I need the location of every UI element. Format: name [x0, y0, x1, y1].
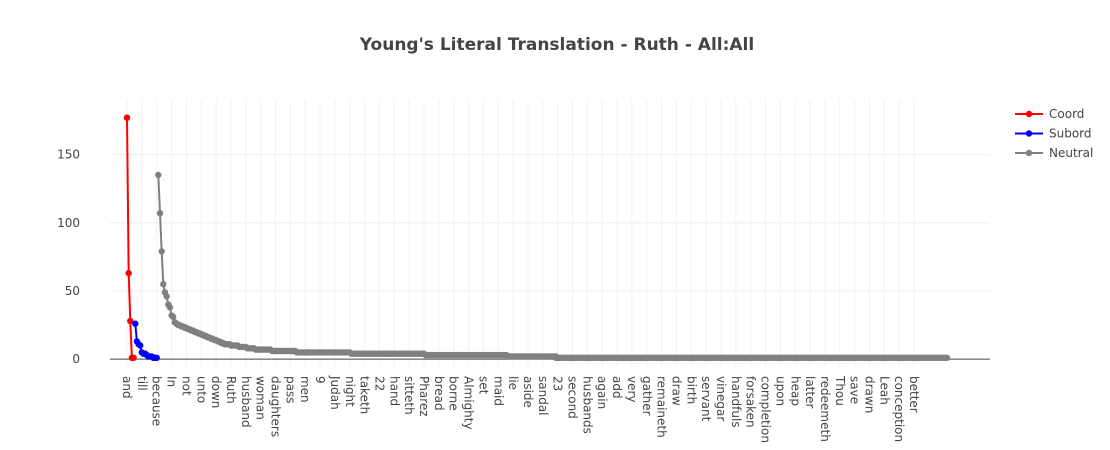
plot-area: [123, 114, 951, 361]
y-tick-label: 0: [72, 352, 80, 366]
x-tick-label: set: [476, 376, 490, 395]
x-tick-label: taketh: [358, 376, 372, 414]
x-tick-label: gather: [640, 376, 654, 416]
x-tick-label: because: [150, 376, 164, 426]
chart-title: Young's Literal Translation - Ruth - All…: [359, 35, 754, 55]
x-tick-label: Almighty: [462, 376, 476, 430]
y-axis-ticks: 0 50 100 150: [57, 148, 80, 367]
x-tick-label: again: [595, 376, 609, 409]
data-point-coord: [127, 317, 134, 325]
y-tick-label: 50: [65, 284, 80, 298]
data-point-neutral: [158, 248, 165, 255]
data-point-neutral: [166, 304, 174, 311]
x-tick-label: drawn: [863, 376, 877, 413]
legend-label-coord: Coord: [1049, 107, 1084, 121]
x-tick-label: handfuls: [729, 376, 743, 428]
data-point-neutral: [155, 171, 162, 179]
x-tick-label: night: [343, 376, 357, 407]
x-tick-label: down: [209, 376, 223, 408]
legend-marker-neutral: [1025, 149, 1033, 157]
data-point-subord: [137, 342, 144, 349]
x-tick-label: Ruth: [224, 376, 238, 404]
x-tick-label: husband: [239, 376, 253, 428]
x-tick-label: and: [120, 376, 134, 399]
x-axis-ticks: and till because In not unto down Ruth husband wo…: [120, 375, 921, 443]
x-tick-label: very: [625, 376, 639, 403]
x-tick-label: lie: [506, 376, 520, 390]
x-tick-label: woman: [254, 376, 268, 420]
x-tick-label: aside: [521, 376, 535, 408]
x-tick-label: hand: [387, 376, 401, 406]
x-tick-label: 22: [372, 376, 386, 391]
x-tick-label: remaineth: [655, 376, 669, 438]
data-point-neutral: [163, 293, 170, 300]
series-line-neutral: [157, 174, 947, 359]
legend-marker-coord: [1025, 110, 1033, 118]
legend-item-neutral[interactable]: Neutral: [1015, 146, 1093, 160]
x-tick-label: unto: [194, 376, 208, 403]
data-point-neutral: [160, 281, 167, 288]
x-tick-label: add: [610, 376, 624, 399]
x-tick-label: men: [298, 376, 312, 403]
chart-grid: [110, 100, 990, 366]
x-tick-label: Pharez: [417, 376, 431, 417]
x-tick-label: bread: [432, 376, 446, 411]
x-tick-label: Thou: [833, 375, 847, 406]
legend-item-coord[interactable]: Coord: [1015, 107, 1084, 121]
x-tick-label: servant: [699, 376, 713, 422]
x-tick-label: birth: [684, 376, 698, 404]
x-tick-label: upon: [773, 376, 787, 406]
data-point-coord: [123, 114, 131, 121]
x-tick-label: 23: [551, 376, 565, 391]
data-point-neutral: [156, 210, 164, 217]
legend-item-subord[interactable]: Subord: [1015, 127, 1092, 141]
x-tick-label: heap: [788, 376, 802, 406]
x-tick-label: 9: [313, 376, 327, 384]
x-tick-label: sandal: [536, 376, 550, 416]
x-tick-label: In: [165, 376, 179, 387]
x-tick-label: second: [566, 376, 580, 419]
x-tick-label: completion: [759, 376, 773, 443]
legend-label-neutral: Neutral: [1049, 146, 1093, 160]
x-tick-label: better: [907, 376, 921, 413]
x-tick-label: save: [848, 376, 862, 404]
x-tick-label: Judah: [328, 375, 342, 410]
y-tick-label: 150: [57, 148, 80, 162]
x-tick-label: till: [135, 376, 149, 391]
data-point-coord: [130, 354, 137, 361]
data-point-neutral: [943, 354, 951, 361]
data-point-subord: [132, 320, 139, 327]
legend[interactable]: Coord Subord Neutral: [1015, 107, 1093, 160]
y-tick-label: 100: [57, 216, 80, 230]
x-tick-label: vinegar: [714, 376, 728, 421]
x-tick-label: maid: [491, 376, 505, 406]
x-tick-label: not: [179, 376, 193, 396]
legend-marker-subord: [1025, 130, 1033, 137]
x-tick-label: latter: [803, 376, 817, 408]
data-point-coord: [125, 270, 132, 277]
x-tick-label: husbands: [580, 376, 594, 434]
x-tick-label: draw: [669, 376, 683, 406]
x-tick-label: sitteth: [402, 376, 416, 415]
data-point-neutral: [170, 313, 177, 321]
x-tick-label: borne: [447, 376, 461, 411]
x-tick-label: Leah: [877, 376, 891, 405]
data-point-subord: [153, 354, 160, 361]
legend-label-subord: Subord: [1049, 127, 1092, 141]
x-tick-label: forsaken: [744, 376, 758, 428]
x-tick-label: daughters: [269, 376, 283, 437]
x-tick-label: redeemeth: [818, 376, 832, 442]
x-tick-label: conception: [892, 376, 906, 442]
x-tick-label: pass: [283, 376, 297, 403]
